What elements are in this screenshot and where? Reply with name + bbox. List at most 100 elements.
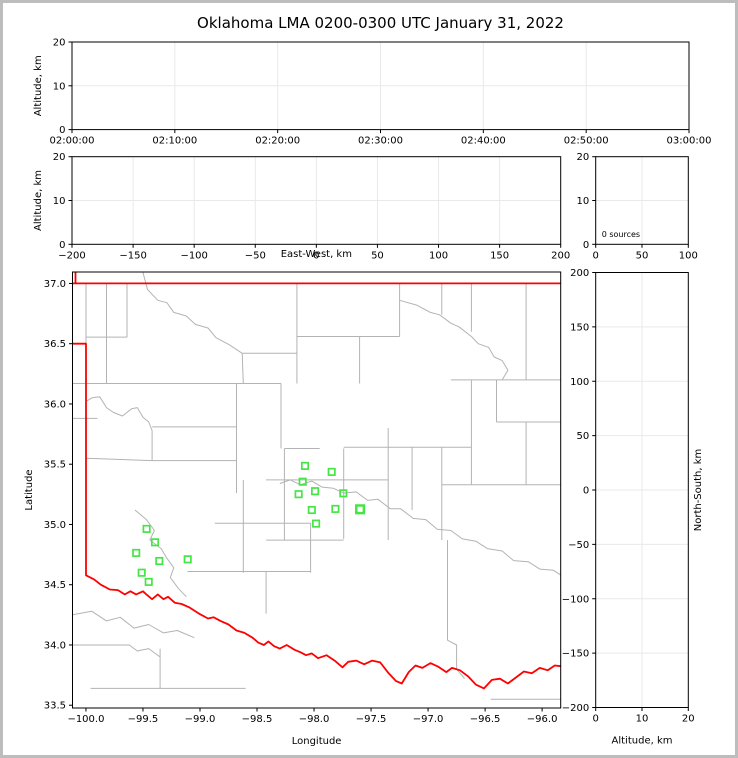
lma-stations — [132, 461, 366, 586]
lma-station-marker — [339, 489, 348, 498]
panel-ew-height-xtick-label: −200 — [58, 250, 85, 261]
panel-ew-height-xtick-label: 50 — [371, 250, 384, 261]
panel-alt-histogram-content: 0 sources — [602, 230, 640, 239]
lma-station-marker — [150, 538, 160, 547]
panel-ns-height-ytick-label: −150 — [562, 649, 589, 660]
lma-station-marker — [298, 477, 307, 486]
panel-plan-view-map-xtick-label: −100.0 — [67, 714, 104, 725]
figure-title: Oklahoma LMA 0200-0300 UTC January 31, 2… — [197, 14, 564, 32]
panel-alt-histogram-ytick-label: 10 — [576, 196, 589, 207]
county-border-line — [241, 353, 244, 384]
county-border-line — [142, 272, 243, 354]
panel-plan-view-map-xtick-label: −98.0 — [299, 714, 330, 725]
panel-ns-height-ylabel: North-South, km — [693, 449, 704, 532]
panel-ew-height-xtick-label: 100 — [429, 250, 448, 261]
state-border — [72, 272, 561, 690]
panel-time-height-xtick-label: 02:10:00 — [152, 136, 197, 147]
panel-time-height-xtick-label: 02:00:00 — [50, 136, 95, 147]
panel-alt-histogram-xtick-label: 100 — [679, 250, 698, 261]
panel-time-height-ytick-label: 0 — [59, 125, 65, 136]
lma-station-marker — [311, 487, 320, 496]
panel-ew-height-xtick-label: 150 — [490, 250, 509, 261]
panel-plan-view-map-ytick-label: 37.0 — [44, 279, 66, 290]
panel-plan-view-map-ylabel: Latitude — [24, 469, 35, 510]
panel-ns-height-ytick-label: 150 — [570, 322, 589, 333]
panel-ns-height-ytick-label: −100 — [562, 594, 589, 605]
panel-ns-height-ytick-label: 100 — [570, 377, 589, 388]
panel-ns-height-xtick-label: 10 — [636, 714, 649, 725]
panel-ew-height-ylabel: Altitude, km — [33, 170, 44, 231]
panel-plan-view-map-ytick-label: 34.0 — [44, 640, 66, 651]
panel-alt-histogram-xtick-label: 50 — [636, 250, 649, 261]
map-layers — [72, 272, 561, 700]
panel-ns-height-ytick-label: −200 — [562, 703, 589, 714]
lma-station-marker — [132, 548, 141, 557]
panel-plan-view-map-xtick-label: −99.5 — [128, 714, 159, 725]
panel-time-height-xtick-label: 02:20:00 — [255, 136, 300, 147]
panel-ew-height-xlabel: East-West, km — [281, 249, 352, 260]
panels-group: 02:00:00 02:10:00 02:20:00 02:30:00 02:40:00… — [24, 38, 711, 748]
panel-ns-height-ytick-label: −50 — [568, 540, 589, 551]
lma-station-marker — [327, 467, 336, 476]
panel-ew-height-ytick-label: 10 — [53, 196, 66, 207]
county-border-line — [72, 610, 195, 639]
lma-station-marker — [142, 524, 151, 533]
panel-plan-view-map-ytick-label: 35.5 — [44, 460, 66, 471]
panel-ew-height-xtick-label: −150 — [119, 250, 146, 261]
panel-plan-view-map-frame — [72, 271, 562, 709]
panel-ew-height-xtick-label: −50 — [245, 250, 266, 261]
county-border-line — [399, 299, 509, 381]
panel-plan-view-map-ytick-label: 36.0 — [44, 399, 66, 410]
lma-station-marker — [144, 577, 153, 586]
panel-time-height-xtick-label: 02:50:00 — [564, 136, 609, 147]
panel-time-height-ytick-label: 20 — [53, 38, 66, 49]
lma-station-marker — [294, 490, 303, 499]
panel-ew-height-xtick-label: 200 — [551, 250, 570, 261]
panel-time-height-xtick-label: 02:30:00 — [358, 136, 403, 147]
county-border-line — [85, 396, 153, 431]
lma-station-marker — [312, 519, 321, 528]
panel-time-height-axes: 02:00:00 02:10:00 02:20:00 02:30:00 02:40:00… — [33, 38, 711, 147]
panel-ew-height-grid — [72, 156, 561, 245]
panel-plan-view-map-content — [72, 272, 561, 700]
panel-time-height-xtick-label: 02:40:00 — [461, 136, 506, 147]
panel-ns-height-xlabel: Altitude, km — [612, 736, 673, 747]
lma-station-marker — [300, 461, 310, 470]
panel-ns-height-xtick-label: 0 — [593, 714, 599, 725]
panel-alt-histogram: 0 sources 0 50 100 0 10 20 — [576, 152, 697, 261]
panel-time-height-ylabel: Altitude, km — [33, 55, 44, 116]
panel-ew-height-ytick-label: 20 — [53, 152, 66, 163]
panel-plan-view-map-ytick-label: 33.5 — [44, 701, 66, 712]
panel-ns-height-ytick-label: 0 — [583, 486, 589, 497]
state-border-line — [72, 342, 561, 690]
panel-ns-height-grid — [595, 272, 689, 708]
panel-plan-view-map-ytick-label: 34.5 — [44, 580, 66, 591]
panel-plan-view-map-xtick-label: −97.0 — [413, 714, 444, 725]
county-borders — [72, 272, 561, 700]
panel-ns-height-ytick-label: 200 — [570, 268, 589, 279]
panel-plan-view-map-xtick-label: −99.0 — [185, 714, 216, 725]
sources-count-annotation: 0 sources — [602, 230, 640, 239]
panel-plan-view-map: −100.0 −99.5 −99.0 −98.5 −98.0 −97.5 −97.0 −96.… — [24, 271, 562, 747]
panel-time-height-xtick-label: 03:00:00 — [667, 136, 712, 147]
panel-plan-view-map-xtick-label: −98.5 — [242, 714, 273, 725]
lma-station-marker — [331, 504, 340, 513]
panel-plan-view-map-xtick-label: −97.5 — [356, 714, 387, 725]
panel-alt-histogram-ytick-label: 0 — [583, 240, 589, 251]
panel-ew-height-axes: −200 −150 −100 −50 0 50 100 150 200 0 10 20 East-Wes… — [33, 152, 570, 261]
county-border-line — [72, 644, 161, 658]
panel-ns-height-ytick-label: 50 — [576, 431, 589, 442]
county-border-line — [85, 457, 237, 462]
panel-time-height-grid — [72, 42, 689, 130]
panel-alt-histogram-ytick-label: 20 — [576, 152, 589, 163]
lma-station-marker — [355, 504, 366, 515]
panel-ew-height-ytick-label: 0 — [59, 240, 65, 251]
panel-plan-view-map-ytick-label: 35.0 — [44, 520, 66, 531]
panel-ew-height-xtick-label: −100 — [180, 250, 207, 261]
lma-station-marker — [183, 555, 192, 564]
panel-ns-height: 0 10 20 −200 −150 −100 −50 0 50 100 150 200 Altitude… — [562, 268, 704, 747]
county-border-line — [447, 540, 465, 680]
panel-plan-view-map-xtick-label: −96.0 — [527, 714, 558, 725]
